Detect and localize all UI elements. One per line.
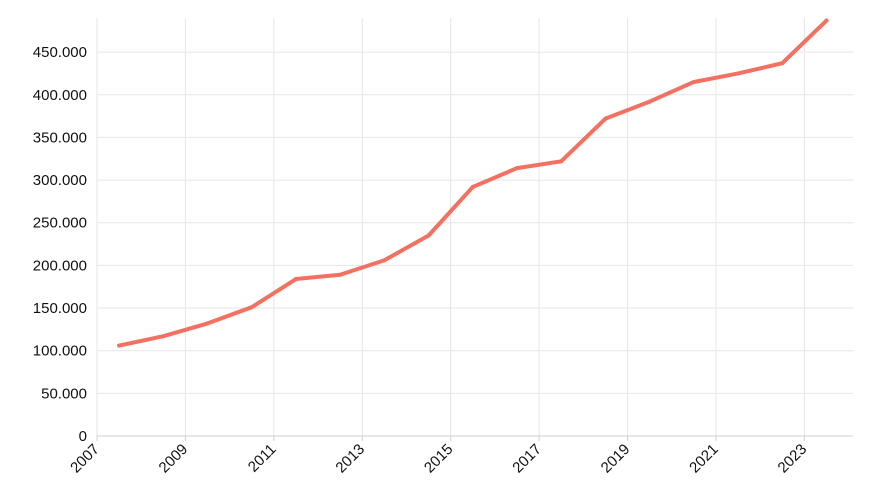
data-point xyxy=(426,233,431,238)
data-point xyxy=(559,159,564,164)
tick-label-layer: 0 50.000 100.000 150.000 200.000 250.000 300.0… xyxy=(33,44,810,476)
x-tick-label: 2013 xyxy=(332,441,368,477)
y-tick-label: 450.000 xyxy=(33,44,87,61)
x-tick-label: 2019 xyxy=(598,441,634,477)
y-tick-label: 100.000 xyxy=(33,343,87,360)
data-point xyxy=(824,18,829,23)
data-point xyxy=(647,99,652,104)
series-line xyxy=(117,18,829,348)
x-tick-label: 2021 xyxy=(686,441,722,477)
y-tick-label: 50.000 xyxy=(41,385,87,402)
data-point xyxy=(249,305,254,310)
x-tick-label: 2009 xyxy=(156,441,192,477)
data-point xyxy=(382,258,387,263)
data-point xyxy=(117,343,122,348)
grid-layer xyxy=(96,18,853,436)
data-point xyxy=(736,71,741,76)
y-tick-label: 400.000 xyxy=(33,87,87,104)
x-tick-label: 2007 xyxy=(67,441,103,477)
x-tick-label: 2023 xyxy=(775,441,811,477)
data-point xyxy=(338,272,343,277)
data-point xyxy=(780,61,785,66)
data-point xyxy=(603,116,608,121)
data-point xyxy=(470,184,475,189)
data-point xyxy=(293,277,298,282)
data-point xyxy=(161,334,166,339)
y-tick-label: 250.000 xyxy=(33,215,87,232)
series-layer xyxy=(117,18,829,348)
y-tick-label: 350.000 xyxy=(33,129,87,146)
x-tick-label: 2017 xyxy=(509,441,545,477)
y-tick-label: 0 xyxy=(79,428,87,445)
data-point xyxy=(515,166,519,171)
y-tick-label: 150.000 xyxy=(33,300,87,317)
y-tick-label: 200.000 xyxy=(33,257,87,274)
axis-layer xyxy=(96,435,853,441)
data-point xyxy=(691,79,696,84)
data-point xyxy=(205,321,210,326)
x-tick-label: 2011 xyxy=(245,441,280,476)
y-tick-label: 300.000 xyxy=(33,172,87,189)
x-tick-label: 2015 xyxy=(421,441,457,477)
